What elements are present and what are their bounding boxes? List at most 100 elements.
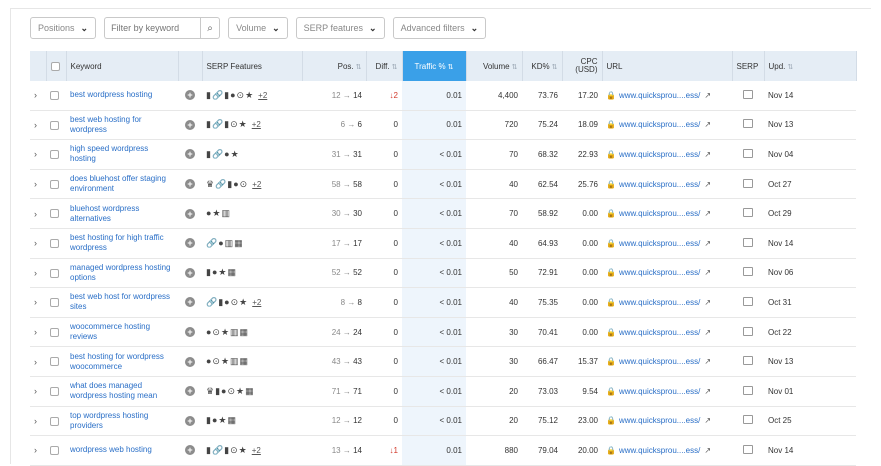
more-features-link[interactable]: +2 xyxy=(251,120,261,130)
url-link[interactable]: www.quicksprou....ess/ xyxy=(618,268,701,278)
keyword-link[interactable]: best wordpress hosting xyxy=(70,90,153,100)
more-features-link[interactable]: +2 xyxy=(252,179,262,189)
url-link[interactable]: www.quicksprou....ess/ xyxy=(618,445,701,455)
url-link[interactable]: www.quicksprou....ess/ xyxy=(618,416,701,426)
row-checkbox[interactable] xyxy=(50,357,59,367)
row-checkbox[interactable] xyxy=(50,268,59,278)
header-traffic[interactable]: Traffic % ⇅ xyxy=(402,51,467,81)
url-link[interactable]: www.quicksprou....ess/ xyxy=(618,386,701,396)
row-checkbox[interactable] xyxy=(50,446,59,456)
external-link-icon[interactable]: ↗ xyxy=(704,149,712,159)
add-icon[interactable]: + xyxy=(185,356,195,367)
keyword-link[interactable]: does bluehost offer staging environment xyxy=(70,174,166,194)
search-icon[interactable]: ⌕ xyxy=(200,17,221,39)
keyword-link[interactable]: managed wordpress hosting options xyxy=(70,262,171,282)
url-link[interactable]: www.quicksprou....ess/ xyxy=(618,90,701,100)
chevron-right-icon[interactable]: › xyxy=(34,208,37,219)
keyword-link[interactable]: best hosting for wordpress woocommerce xyxy=(70,351,164,371)
keyword-link[interactable]: top wordpress hosting providers xyxy=(70,410,149,430)
serp-snapshot-icon[interactable] xyxy=(743,326,753,336)
chevron-right-icon[interactable]: › xyxy=(34,356,37,367)
row-checkbox[interactable] xyxy=(50,120,59,130)
add-icon[interactable]: + xyxy=(185,238,195,249)
add-icon[interactable]: + xyxy=(185,445,195,456)
add-icon[interactable]: + xyxy=(185,386,195,397)
add-icon[interactable]: + xyxy=(185,149,195,160)
add-icon[interactable]: + xyxy=(185,119,195,130)
external-link-icon[interactable]: ↗ xyxy=(704,386,712,396)
external-link-icon[interactable]: ↗ xyxy=(704,416,712,426)
more-features-link[interactable]: +2 xyxy=(258,90,268,100)
keyword-filter-input[interactable] xyxy=(104,17,201,39)
serp-snapshot-icon[interactable] xyxy=(743,208,753,218)
header-cpc[interactable]: CPC (USD) xyxy=(562,51,603,81)
external-link-icon[interactable]: ↗ xyxy=(704,209,712,219)
keyword-link[interactable]: wordpress web hosting xyxy=(70,445,152,455)
external-link-icon[interactable]: ↗ xyxy=(704,90,712,100)
chevron-right-icon[interactable]: › xyxy=(34,179,37,190)
row-checkbox[interactable] xyxy=(50,298,59,308)
volume-filter-dropdown[interactable]: Volume ⌄ xyxy=(228,17,288,39)
chevron-right-icon[interactable]: › xyxy=(34,267,37,278)
chevron-right-icon[interactable]: › xyxy=(34,386,37,397)
url-link[interactable]: www.quicksprou....ess/ xyxy=(618,297,701,307)
url-link[interactable]: www.quicksprou....ess/ xyxy=(618,357,701,367)
add-icon[interactable]: + xyxy=(185,179,195,190)
keyword-link[interactable]: best hosting for high traffic wordpress xyxy=(70,233,164,253)
row-checkbox[interactable] xyxy=(50,179,59,189)
url-link[interactable]: www.quicksprou....ess/ xyxy=(618,327,701,337)
header-kd[interactable]: KD% ⇅ xyxy=(522,51,563,81)
chevron-right-icon[interactable]: › xyxy=(34,297,37,308)
url-link[interactable]: www.quicksprou....ess/ xyxy=(618,209,701,219)
positions-filter-dropdown[interactable]: Positions ⌄ xyxy=(30,17,97,39)
external-link-icon[interactable]: ↗ xyxy=(704,297,712,307)
more-features-link[interactable]: +2 xyxy=(252,297,262,307)
chevron-right-icon[interactable]: › xyxy=(34,238,37,249)
more-features-link[interactable]: +2 xyxy=(251,445,261,455)
select-all-checkbox[interactable] xyxy=(50,61,60,71)
add-icon[interactable]: + xyxy=(185,415,195,426)
external-link-icon[interactable]: ↗ xyxy=(704,357,712,367)
chevron-right-icon[interactable]: › xyxy=(34,119,37,130)
external-link-icon[interactable]: ↗ xyxy=(704,327,712,337)
header-pos[interactable]: Pos. ⇅ xyxy=(302,51,367,81)
chevron-right-icon[interactable]: › xyxy=(34,149,37,160)
header-keyword[interactable]: Keyword xyxy=(66,51,179,81)
row-checkbox[interactable] xyxy=(50,386,59,396)
serp-snapshot-icon[interactable] xyxy=(743,385,753,395)
row-checkbox[interactable] xyxy=(50,416,59,426)
add-icon[interactable]: + xyxy=(185,297,195,308)
serp-snapshot-icon[interactable] xyxy=(743,267,753,277)
header-volume[interactable]: Volume ⇅ xyxy=(466,51,523,81)
keyword-link[interactable]: best web host for wordpress sites xyxy=(70,292,171,312)
keyword-link[interactable]: woocommerce hosting reviews xyxy=(70,322,151,342)
chevron-right-icon[interactable]: › xyxy=(34,445,37,456)
url-link[interactable]: www.quicksprou....ess/ xyxy=(618,238,701,248)
url-link[interactable]: www.quicksprou....ess/ xyxy=(618,179,701,189)
advanced-filters-dropdown[interactable]: Advanced filters ⌄ xyxy=(392,17,487,39)
add-icon[interactable]: + xyxy=(185,327,195,338)
add-icon[interactable]: + xyxy=(185,208,195,219)
serp-snapshot-icon[interactable] xyxy=(743,415,753,425)
keyword-link[interactable]: high speed wordpress hosting xyxy=(70,144,149,164)
serp-snapshot-icon[interactable] xyxy=(743,148,753,158)
external-link-icon[interactable]: ↗ xyxy=(704,268,712,278)
row-checkbox[interactable] xyxy=(50,150,59,160)
chevron-right-icon[interactable]: › xyxy=(34,415,37,426)
external-link-icon[interactable]: ↗ xyxy=(704,120,712,130)
serp-snapshot-icon[interactable] xyxy=(743,237,753,247)
serp-snapshot-icon[interactable] xyxy=(743,119,753,129)
chevron-right-icon[interactable]: › xyxy=(34,90,37,101)
add-icon[interactable]: + xyxy=(185,267,195,278)
external-link-icon[interactable]: ↗ xyxy=(704,179,712,189)
add-icon[interactable]: + xyxy=(185,90,195,101)
serp-features-filter-dropdown[interactable]: SERP features ⌄ xyxy=(295,17,385,39)
serp-snapshot-icon[interactable] xyxy=(743,356,753,366)
header-diff[interactable]: Diff. ⇅ xyxy=(366,51,403,81)
url-link[interactable]: www.quicksprou....ess/ xyxy=(618,149,701,159)
row-checkbox[interactable] xyxy=(50,238,59,248)
url-link[interactable]: www.quicksprou....ess/ xyxy=(618,120,701,130)
row-checkbox[interactable] xyxy=(50,209,59,219)
chevron-right-icon[interactable]: › xyxy=(34,327,37,338)
keyword-link[interactable]: best web hosting for wordpress xyxy=(70,114,142,134)
